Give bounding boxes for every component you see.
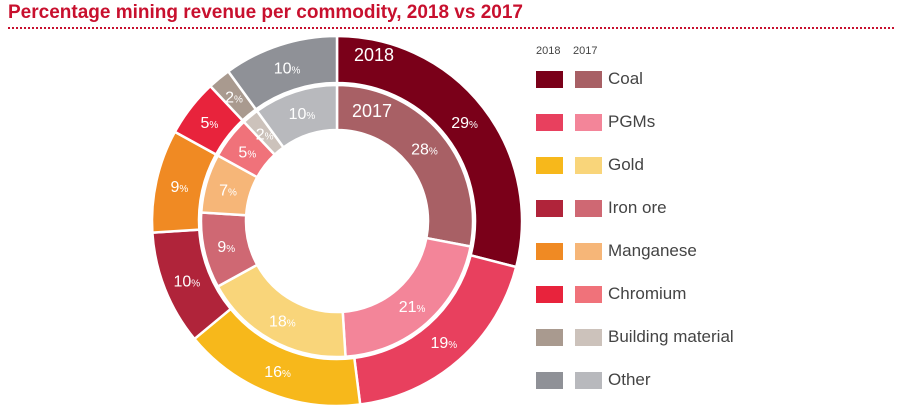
legend-swatch-2018 [536,372,563,389]
legend-swatch-2017 [575,372,602,389]
legend-swatch-2017 [575,286,602,303]
label-2018-chromium: 5% [200,115,218,132]
label-2018-building-material: 2% [225,90,243,107]
legend-label: PGMs [608,112,656,131]
legend-swatch-2017 [575,329,602,346]
label-2017-pgms: 21% [399,299,426,316]
label-2017-iron-ore: 9% [217,239,235,256]
title-divider [8,27,894,29]
legend-swatch-2018 [536,243,563,260]
legend-item-iron-ore: Iron ore [536,198,876,218]
legend-header-2018: 2018 [536,45,561,57]
legend-label: Other [608,370,651,389]
legend-swatch-2018 [536,157,563,174]
legend-swatch-2018 [536,200,563,217]
legend-header-2017: 2017 [573,45,598,57]
legend-label: Iron ore [608,198,667,217]
legend-item-manganese: Manganese [536,241,876,261]
legend-swatch-2018 [536,114,563,131]
legend-swatch-2017 [575,71,602,88]
legend-item-gold: Gold [536,155,876,175]
legend-item-chromium: Chromium [536,284,876,304]
slice-2017-other [255,83,339,150]
label-2018-other: 10% [274,60,301,77]
legend-item-other: Other [536,370,876,390]
legend-swatch-2017 [575,114,602,131]
legend-swatch-2017 [575,200,602,217]
legend-swatch-2017 [575,157,602,174]
chart-title: Percentage mining revenue per commodity,… [8,2,523,23]
label-2018-coal: 29% [451,115,478,132]
label-2018-pgms: 19% [430,335,457,352]
legend-item-coal: Coal [536,69,876,89]
label-2018-manganese: 9% [170,179,188,196]
legend-swatch-2018 [536,286,563,303]
ring-label-2017: 2017 [352,101,392,121]
label-2017-building-material: 2% [256,127,274,144]
slice-2018-other [226,34,339,112]
label-2017-other: 10% [289,106,316,123]
label-2017-gold: 18% [269,313,296,330]
legend-swatch-2018 [536,329,563,346]
label-2018-iron-ore: 10% [173,273,200,290]
legend-item-pgms: PGMs [536,112,876,132]
legend-label: Coal [608,69,643,88]
label-2017-coal: 28% [411,142,438,159]
legend-swatch-2017 [575,243,602,260]
legend-swatch-2018 [536,71,563,88]
legend-label: Chromium [608,284,687,303]
legend-label: Manganese [608,241,697,260]
legend-label: Gold [608,155,644,174]
ring-label-2018: 2018 [354,45,394,65]
label-2017-manganese: 7% [219,182,237,199]
legend-item-building-material: Building material [536,327,876,347]
label-2017-chromium: 5% [238,144,256,161]
label-2018-gold: 16% [264,364,291,381]
legend-label: Building material [608,327,734,346]
